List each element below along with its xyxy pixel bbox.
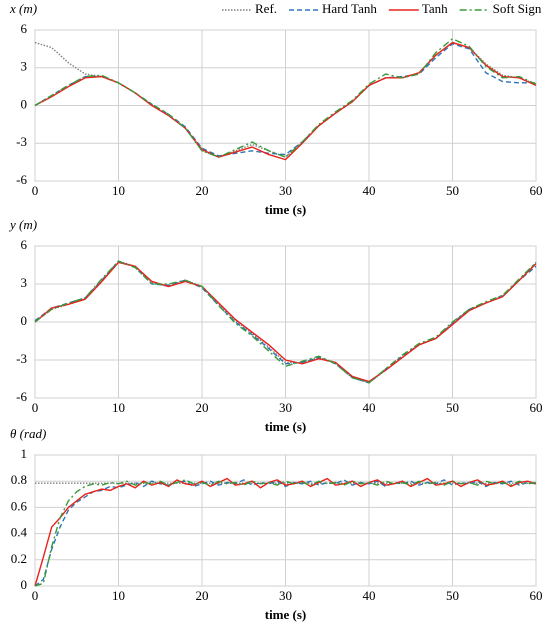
- y-axis-label: x (m): [9, 1, 37, 16]
- x-tick-label: 50: [446, 400, 459, 415]
- x-tick-label: 50: [446, 183, 459, 198]
- y-tick-label: 0.6: [11, 498, 28, 513]
- y-tick-label: 3: [21, 59, 28, 74]
- x-tick-label: 20: [196, 183, 209, 198]
- x-tick-label: 40: [363, 588, 376, 603]
- x-tick-label: 60: [530, 400, 543, 415]
- x-axis-label: time (s): [265, 419, 307, 434]
- x-axis-label: time (s): [265, 607, 307, 622]
- y-tick-label: 3: [21, 275, 28, 290]
- x-axis-label: time (s): [265, 202, 307, 217]
- x-tick-label: 20: [196, 400, 209, 415]
- x-tick-label: 60: [530, 183, 543, 198]
- x-tick-label: 0: [32, 183, 39, 198]
- series-line: [34, 479, 537, 587]
- y-tick-label: 1: [21, 446, 28, 461]
- x-tick-label: 40: [363, 400, 376, 415]
- y-axis-label: y (m): [8, 217, 37, 232]
- x-tick-label: 20: [196, 588, 209, 603]
- y-tick-label: -3: [16, 134, 27, 149]
- x-tick-label: 0: [32, 400, 39, 415]
- y-tick-label: -3: [16, 351, 27, 366]
- series-line: [34, 261, 537, 383]
- series-line: [34, 260, 537, 384]
- x-tick-label: 10: [112, 588, 125, 603]
- series-line: [34, 479, 537, 587]
- x-tick-label: 30: [279, 400, 292, 415]
- y-tick-label: -6: [16, 389, 27, 404]
- x-tick-label: 40: [363, 183, 376, 198]
- x-tick-label: 30: [279, 183, 292, 198]
- y-tick-label: -6: [16, 172, 27, 187]
- y-tick-label: 0.4: [11, 525, 28, 540]
- y-axis-label: θ (rad): [10, 426, 46, 441]
- y-tick-label: 0: [21, 313, 28, 328]
- x-tick-label: 60: [530, 588, 543, 603]
- x-tick-label: 10: [112, 183, 125, 198]
- y-tick-label: 6: [21, 21, 28, 36]
- y-tick-label: 0: [21, 96, 28, 111]
- y-tick-label: 0.2: [11, 551, 27, 566]
- legend-label: Hard Tanh: [322, 1, 377, 16]
- y-tick-label: 0.8: [11, 472, 27, 487]
- series-line: [34, 37, 537, 158]
- y-tick-label: 6: [21, 237, 28, 252]
- x-tick-label: 50: [446, 588, 459, 603]
- legend-label: Ref.: [255, 1, 277, 16]
- x-tick-label: 10: [112, 400, 125, 415]
- y-tick-label: 0: [21, 577, 28, 592]
- x-tick-label: 0: [32, 588, 39, 603]
- legend-label: Tanh: [422, 1, 448, 16]
- x-tick-label: 30: [279, 588, 292, 603]
- legend-label: Soft Sign: [493, 1, 542, 16]
- series-line: [34, 477, 537, 587]
